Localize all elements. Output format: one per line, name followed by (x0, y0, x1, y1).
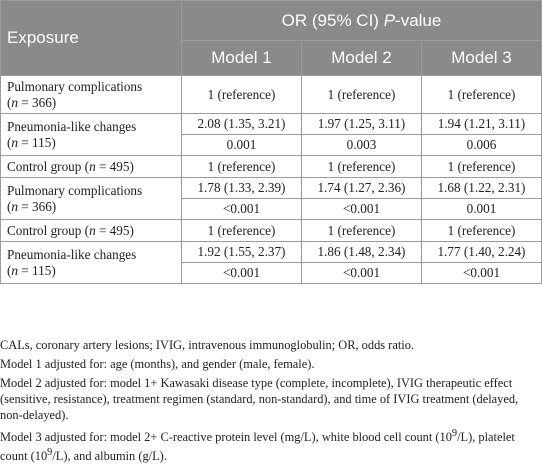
odds-ratio-table: Exposure OR (95% CI) P-value Model 1 Mod… (0, 0, 542, 284)
header-model-3: Model 3 (421, 40, 542, 76)
p-value-cell: <0.001 (301, 262, 422, 284)
value-cell: 1 (reference) (301, 219, 422, 242)
footnote-model-2: Model 2 adjusted for: model 1+ Kawasaki … (0, 376, 519, 422)
p-value-cell: 0.006 (421, 134, 542, 156)
footnote-abbreviations: CALs, coronary artery lesions; IVIG, int… (0, 338, 414, 352)
value-cell: 1 (reference) (181, 219, 302, 242)
value-cell: 1 (reference) (301, 75, 422, 114)
table-row: Pulmonary complications (n = 366) 1.78 (1… (0, 177, 542, 220)
or-value-cell: 1.78 (1.33, 2.39) (181, 177, 302, 199)
value-cell: 1 (reference) (181, 75, 302, 114)
p-value-cell: <0.001 (181, 198, 302, 220)
table-row: Control group (n = 495) 1 (reference) 1 … (0, 155, 542, 178)
header-or-ci-pvalue: OR (95% CI) P-value (181, 0, 542, 41)
value-cell: 1 (reference) (421, 155, 542, 178)
exposure-cell: Control group (n = 495) (0, 219, 182, 242)
header-exposure: Exposure (0, 0, 182, 76)
table-row: 0.001 0.003 0.006 (1, 134, 542, 156)
or-value-cell: 1.97 (1.25, 3.11) (301, 113, 422, 135)
or-value-cell: 1.74 (1.27, 2.36) (301, 177, 422, 199)
p-value-cell: 0.003 (301, 134, 422, 156)
header-model-1: Model 1 (181, 40, 302, 76)
p-value-cell: 0.001 (421, 198, 542, 220)
exposure-cell: Control group (n = 495) (0, 155, 182, 178)
exposure-cell: Pulmonary complications (n = 366) (0, 75, 182, 114)
table-header-row: Exposure OR (95% CI) P-value (0, 0, 542, 76)
table-row: Pulmonary complications (n = 366) 1 (refe… (0, 75, 542, 114)
or-value-cell: 1.77 (1.40, 2.24) (421, 241, 542, 263)
table-subheader-row: Model 1 Model 2 Model 3 (1, 40, 542, 76)
p-value-cell: <0.001 (301, 198, 422, 220)
p-value-cell: 0.001 (181, 134, 302, 156)
or-value-cell: 1.92 (1.55, 2.37) (181, 241, 302, 263)
value-cell: 1 (reference) (181, 155, 302, 178)
exposure-cell: Pneumonia-like changes (n = 115) (0, 113, 182, 156)
exposure-cell: Pulmonary complications (n = 366) (0, 177, 182, 220)
footnote-model-3: Model 3 adjusted for: model 2+ C-reactiv… (0, 428, 515, 464)
table-row: Pneumonia-like changes (n = 115) 1.92 (1.… (0, 241, 542, 284)
value-cell: 1 (reference) (421, 75, 542, 114)
p-value-cell: <0.001 (421, 262, 542, 284)
value-cell: 1 (reference) (301, 155, 422, 178)
or-value-cell: 2.08 (1.35, 3.21) (181, 113, 302, 135)
table-row: Pneumonia-like changes (n = 115) 2.08 (1.… (0, 113, 542, 156)
exposure-cell: Pneumonia-like changes (n = 115) (0, 241, 182, 284)
value-cell: 1 (reference) (421, 219, 542, 242)
or-value-cell: 1.68 (1.22, 2.31) (421, 177, 542, 199)
table-row: Control group (n = 495) 1 (reference) 1 … (0, 219, 542, 242)
p-value-cell: <0.001 (181, 262, 302, 284)
header-model-2: Model 2 (301, 40, 422, 76)
table-row: <0.001 <0.001 <0.001 (1, 262, 542, 284)
table-footnotes: CALs, coronary artery lesions; IVIG, int… (0, 337, 542, 467)
or-value-cell: 1.94 (1.21, 3.11) (421, 113, 542, 135)
or-value-cell: 1.86 (1.48, 2.34) (301, 241, 422, 263)
footnote-model-1: Model 1 adjusted for: age (months), and … (0, 357, 315, 371)
table-row: <0.001 <0.001 0.001 (1, 198, 542, 220)
